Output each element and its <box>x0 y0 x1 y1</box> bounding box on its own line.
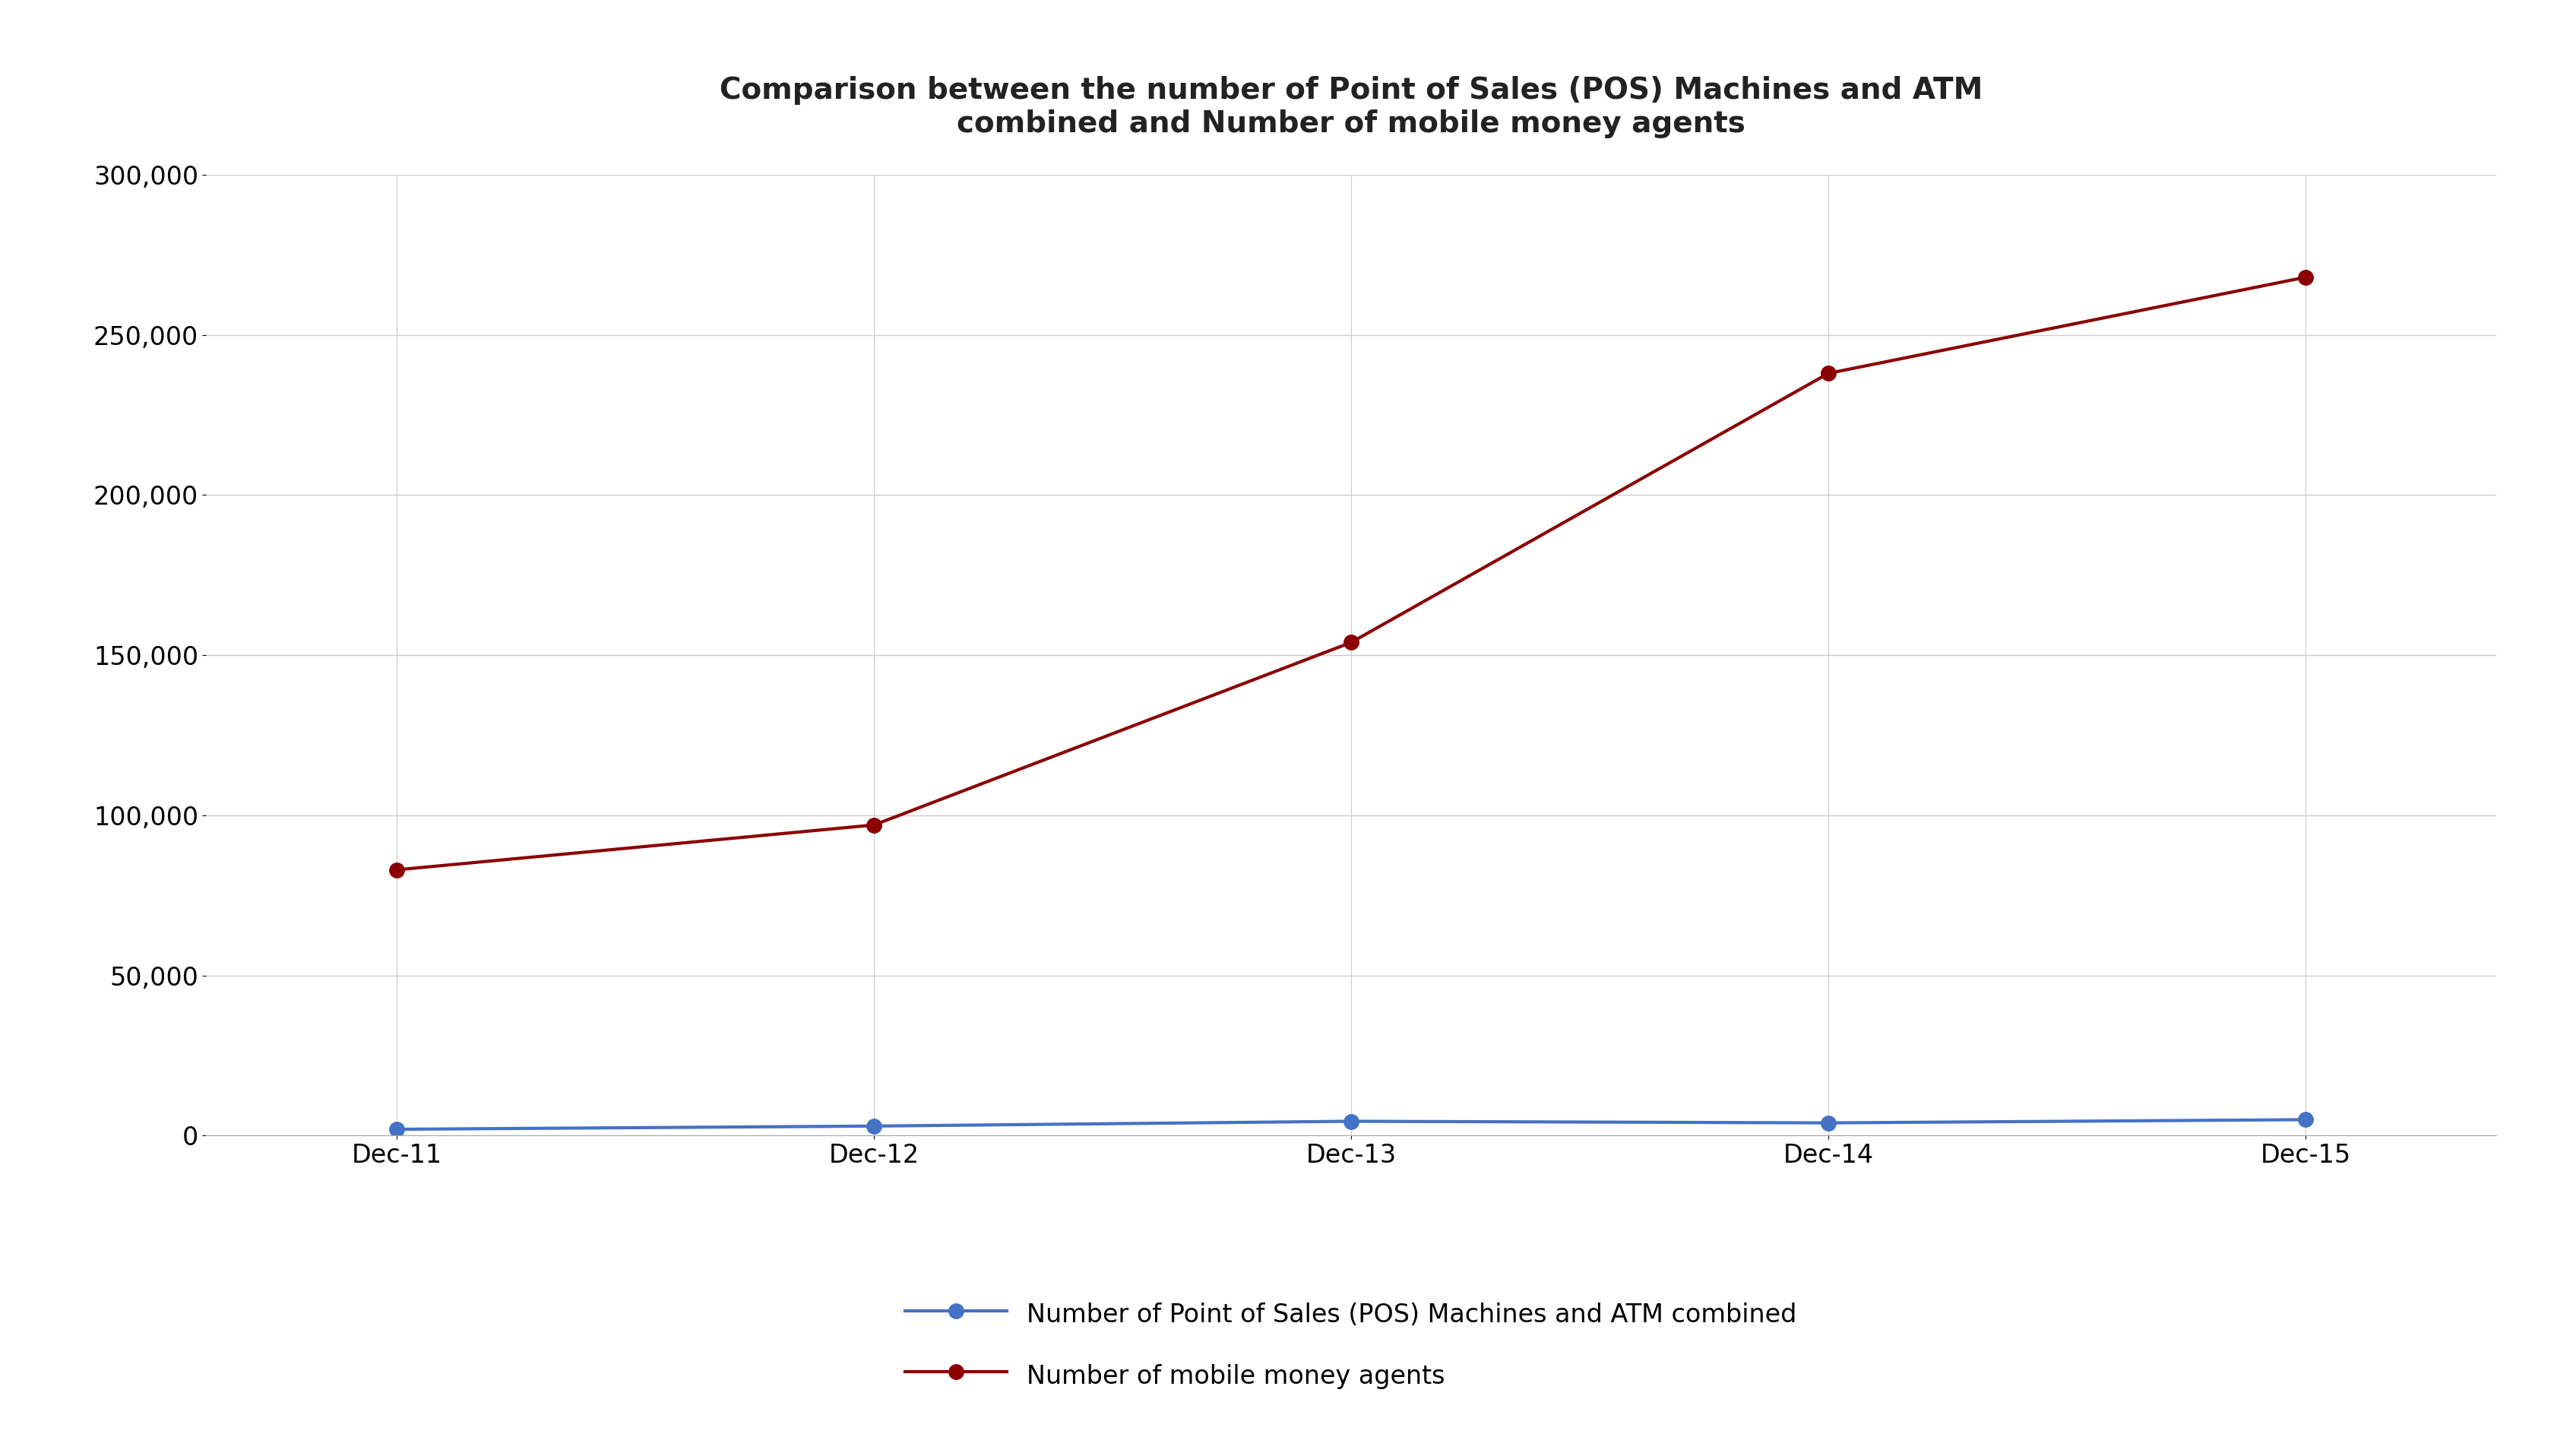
Legend: Number of Point of Sales (POS) Machines and ATM combined, Number of mobile money: Number of Point of Sales (POS) Machines … <box>880 1273 1822 1417</box>
Title: Comparison between the number of Point of Sales (POS) Machines and ATM
combined : Comparison between the number of Point o… <box>720 76 1981 138</box>
Number of mobile money agents <box>381 860 412 878</box>
Line: Number of Point of Sales (POS) Machines and ATM combined: Number of Point of Sales (POS) Machines … <box>389 1112 2313 1137</box>
Number of mobile money agents <box>859 817 890 834</box>
Number of Point of Sales (POS) Machines and ATM combined <box>1335 1112 1366 1130</box>
Number of mobile money agents <box>1335 633 1366 651</box>
Number of mobile money agents <box>2290 268 2321 285</box>
Number of mobile money agents <box>1811 364 1842 381</box>
Number of Point of Sales (POS) Machines and ATM combined <box>381 1121 412 1139</box>
Number of Point of Sales (POS) Machines and ATM combined <box>859 1117 890 1134</box>
Number of Point of Sales (POS) Machines and ATM combined <box>2290 1111 2321 1128</box>
Line: Number of mobile money agents: Number of mobile money agents <box>389 269 2313 877</box>
Number of Point of Sales (POS) Machines and ATM combined <box>1811 1114 1842 1131</box>
